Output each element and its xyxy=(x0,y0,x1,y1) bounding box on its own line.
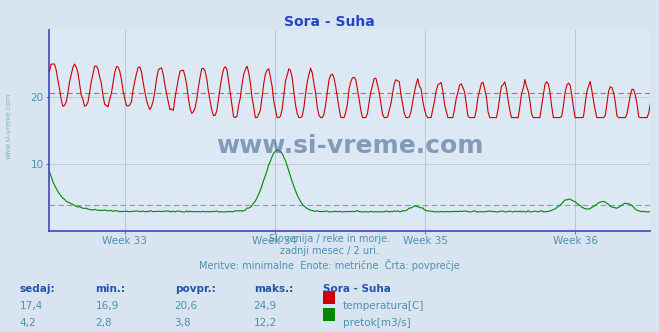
Text: www.si-vreme.com: www.si-vreme.com xyxy=(5,93,11,159)
Text: Sora - Suha: Sora - Suha xyxy=(323,284,391,294)
Text: Sora - Suha: Sora - Suha xyxy=(284,15,375,29)
Text: Slovenija / reke in morje.: Slovenija / reke in morje. xyxy=(269,234,390,244)
Text: maks.:: maks.: xyxy=(254,284,293,294)
Text: Meritve: minimalne  Enote: metrične  Črta: povprečje: Meritve: minimalne Enote: metrične Črta:… xyxy=(199,259,460,271)
Text: zadnji mesec / 2 uri.: zadnji mesec / 2 uri. xyxy=(280,246,379,256)
Text: pretok[m3/s]: pretok[m3/s] xyxy=(343,318,411,328)
Text: 17,4: 17,4 xyxy=(20,301,43,311)
Text: www.si-vreme.com: www.si-vreme.com xyxy=(216,134,484,158)
Text: 16,9: 16,9 xyxy=(96,301,119,311)
Text: temperatura[C]: temperatura[C] xyxy=(343,301,424,311)
Text: 4,2: 4,2 xyxy=(20,318,36,328)
Text: 2,8: 2,8 xyxy=(96,318,112,328)
Text: 24,9: 24,9 xyxy=(254,301,277,311)
Text: 12,2: 12,2 xyxy=(254,318,277,328)
Text: 20,6: 20,6 xyxy=(175,301,198,311)
Text: povpr.:: povpr.: xyxy=(175,284,215,294)
Text: min.:: min.: xyxy=(96,284,126,294)
Text: sedaj:: sedaj: xyxy=(20,284,55,294)
Text: 3,8: 3,8 xyxy=(175,318,191,328)
